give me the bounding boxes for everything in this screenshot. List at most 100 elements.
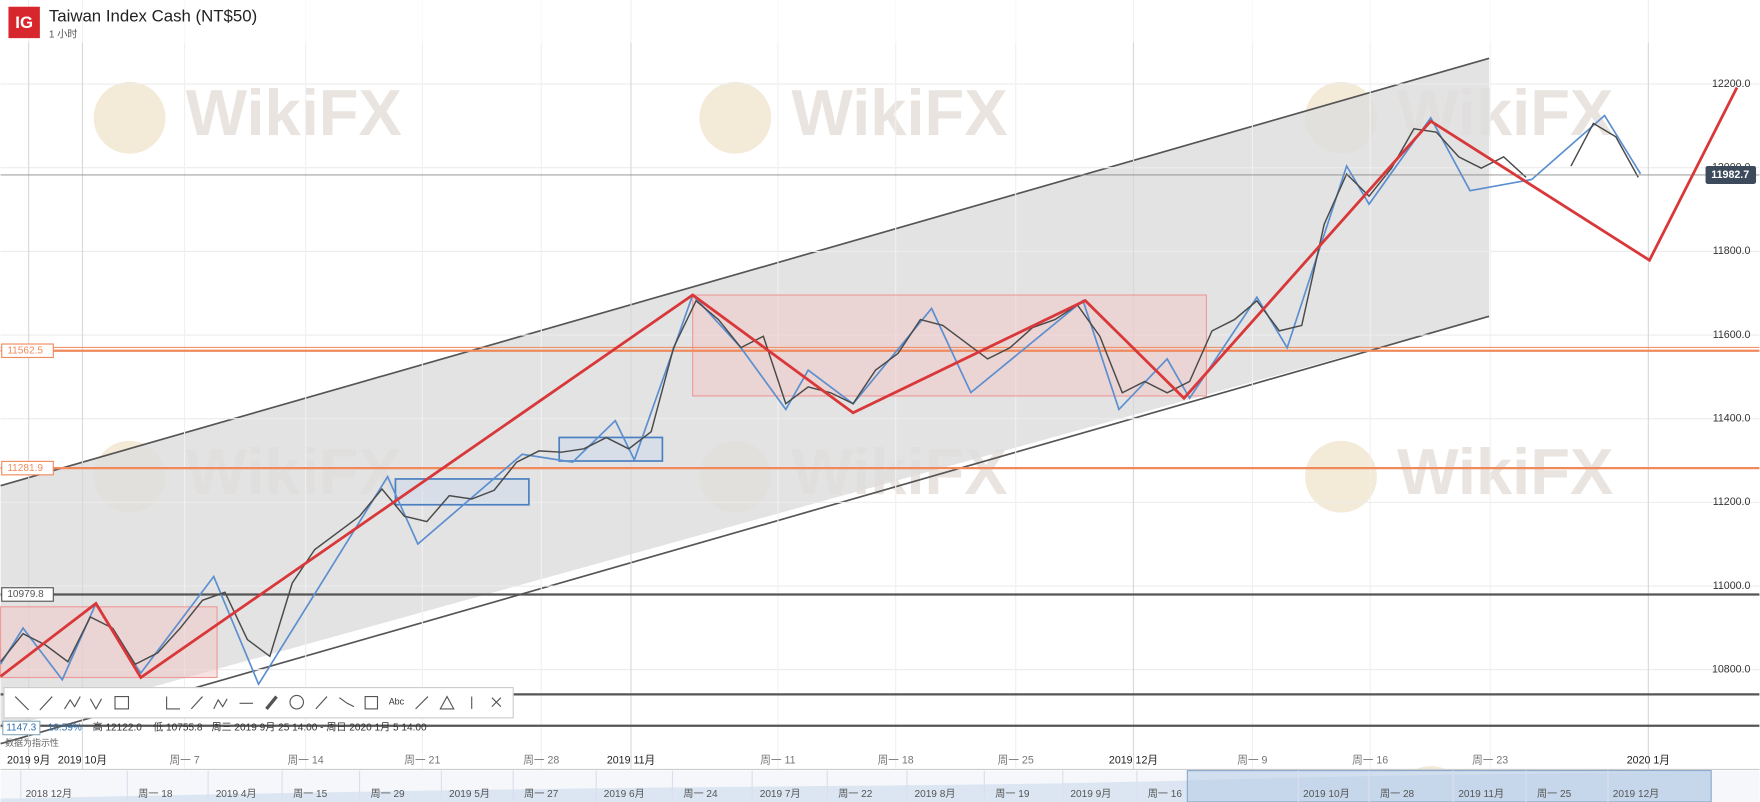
- watermark-logo: [699, 81, 772, 154]
- tool[interactable]: [190, 696, 203, 710]
- level-label: 11281.9: [7, 463, 43, 474]
- navigator-label: 周一 27: [524, 788, 559, 800]
- tool[interactable]: [14, 696, 30, 711]
- navigator-label: 2019 7月: [760, 788, 801, 800]
- x-tick-label: 周一 23: [1472, 754, 1508, 766]
- x-tick-label: 2020 1月: [1627, 754, 1670, 766]
- x-tick-label: 周一 28: [523, 754, 559, 766]
- current-price-tag: [1705, 166, 1757, 184]
- y-tick-label: 11600.0: [1713, 329, 1751, 341]
- navigator-label: 周一 28: [1380, 788, 1415, 800]
- level-tag: [1, 587, 54, 602]
- high: 高 12122.0: [93, 721, 143, 734]
- levels: 11562.5 11281.9 10979.8: [0, 343, 1760, 602]
- close[interactable]: [491, 697, 502, 708]
- watermark: WikiFX: [186, 76, 402, 149]
- level-label: 11562.5: [7, 345, 43, 356]
- level-tag: [1, 460, 54, 476]
- watermark-logo: [1305, 440, 1377, 513]
- percent: 10.59%: [48, 723, 82, 734]
- channel-upper: [0, 57, 1490, 487]
- navigator-label: 2019 6月: [604, 788, 645, 800]
- y-axis: 10800.0 11000.0 11200.0 11400.0 11600.0 11800…: [1705, 78, 1757, 676]
- x-tick-label: 周一 21: [404, 754, 440, 766]
- toolbar-bg: [3, 687, 514, 719]
- tool-text[interactable]: Abc: [389, 697, 405, 707]
- tool[interactable]: [415, 696, 429, 710]
- zone-box: [558, 436, 664, 462]
- navigator-label: 周一 15: [293, 788, 328, 800]
- navigator-label: 2019 10月: [1303, 788, 1350, 800]
- tool[interactable]: [364, 696, 379, 710]
- navigator-label: 2018 12月: [26, 788, 73, 800]
- price-line: [0, 122, 1639, 666]
- tool[interactable]: [265, 695, 278, 710]
- navigator-window[interactable]: [1186, 770, 1712, 802]
- navigator-label: 周一 25: [1537, 788, 1572, 800]
- tool[interactable]: [166, 696, 181, 710]
- plot: [0, 122, 1760, 666]
- x-tick-label: 周一 16: [1352, 754, 1388, 766]
- x-tick-label: 周一 11: [760, 754, 795, 766]
- toolbar: Abc: [3, 687, 514, 719]
- title: Taiwan Index Cash (NT$50): [49, 6, 257, 25]
- tool[interactable]: [39, 696, 53, 711]
- navigator-label: 2019 8月: [915, 788, 956, 800]
- watermark: WikiFX: [1397, 435, 1613, 508]
- tool[interactable]: [439, 695, 455, 710]
- level-label: 10979.8: [7, 589, 44, 600]
- note: 数据为指示性: [5, 737, 59, 748]
- tool[interactable]: [213, 698, 228, 710]
- tool[interactable]: [114, 696, 130, 710]
- navigator-label: 2019 9月: [1070, 788, 1111, 800]
- low: 低 10755.8: [153, 721, 203, 734]
- navigator-label: 2019 5月: [449, 788, 490, 800]
- x-tick-label: 2019 11月: [607, 754, 655, 766]
- x-tick-label: 2019 12月: [1109, 754, 1158, 766]
- navigator-label: 周一 24: [683, 788, 718, 800]
- header-bg: [0, 0, 1760, 43]
- change-box: [2, 720, 41, 736]
- y-tick-label: 11000.0: [1713, 580, 1751, 592]
- current-price-label: 11982.7: [1711, 169, 1749, 181]
- x-axis: 2019 9月 2019 10月 周一 7 周一 14 周一 21 周一 28 2019 1…: [7, 754, 1670, 802]
- red-zigzag: [0, 86, 1739, 680]
- channel-lower: [0, 315, 1490, 745]
- tool[interactable]: [289, 694, 305, 710]
- grid: [0, 0, 1760, 770]
- x-tick-label: 2019 10月: [58, 754, 107, 766]
- y-tick-label: 12200.0: [1712, 78, 1751, 90]
- logo-box: [8, 6, 40, 39]
- logo: IG: [15, 13, 33, 32]
- watermark: WikiFX: [791, 76, 1007, 149]
- x-tick-label: 周一 9: [1237, 754, 1267, 766]
- tool[interactable]: [339, 697, 355, 708]
- x-tick-label: 2019 9月: [7, 754, 50, 766]
- navigator-label: 2019 12月: [1613, 788, 1660, 800]
- toolbar-icons: [14, 694, 502, 711]
- navigator-label: 周一 22: [838, 788, 873, 800]
- tool[interactable]: [89, 698, 103, 711]
- y-tick-label: 10800.0: [1712, 664, 1751, 676]
- navigator-label: 周一 16: [1148, 788, 1183, 800]
- navigator-label: 2019 4月: [216, 788, 257, 800]
- tool[interactable]: [64, 696, 81, 710]
- navigator-label: 周一 18: [138, 788, 173, 800]
- x-tick-label: 周一 18: [878, 754, 914, 766]
- x-tick-label: 周一 25: [998, 754, 1034, 766]
- navigator-label: 2019 11月: [1458, 788, 1504, 800]
- level-tag: [1, 343, 54, 359]
- change: 1147.3: [6, 723, 36, 734]
- navigator-label: 周一 29: [370, 788, 405, 800]
- x-tick-label: 周一 7: [169, 754, 199, 766]
- y-tick-label: 11400.0: [1713, 413, 1751, 425]
- zone-box: [394, 478, 530, 506]
- x-tick-label: 周一 14: [288, 754, 324, 766]
- y-tick-label: 11800.0: [1713, 245, 1751, 257]
- range: 周三 2019 9月 25 14:00 - 周日 2020 1月 5 14:00: [211, 722, 427, 734]
- watermark-logo: [93, 81, 166, 154]
- tool[interactable]: [315, 696, 328, 710]
- y-tick-label: 11200.0: [1713, 496, 1751, 508]
